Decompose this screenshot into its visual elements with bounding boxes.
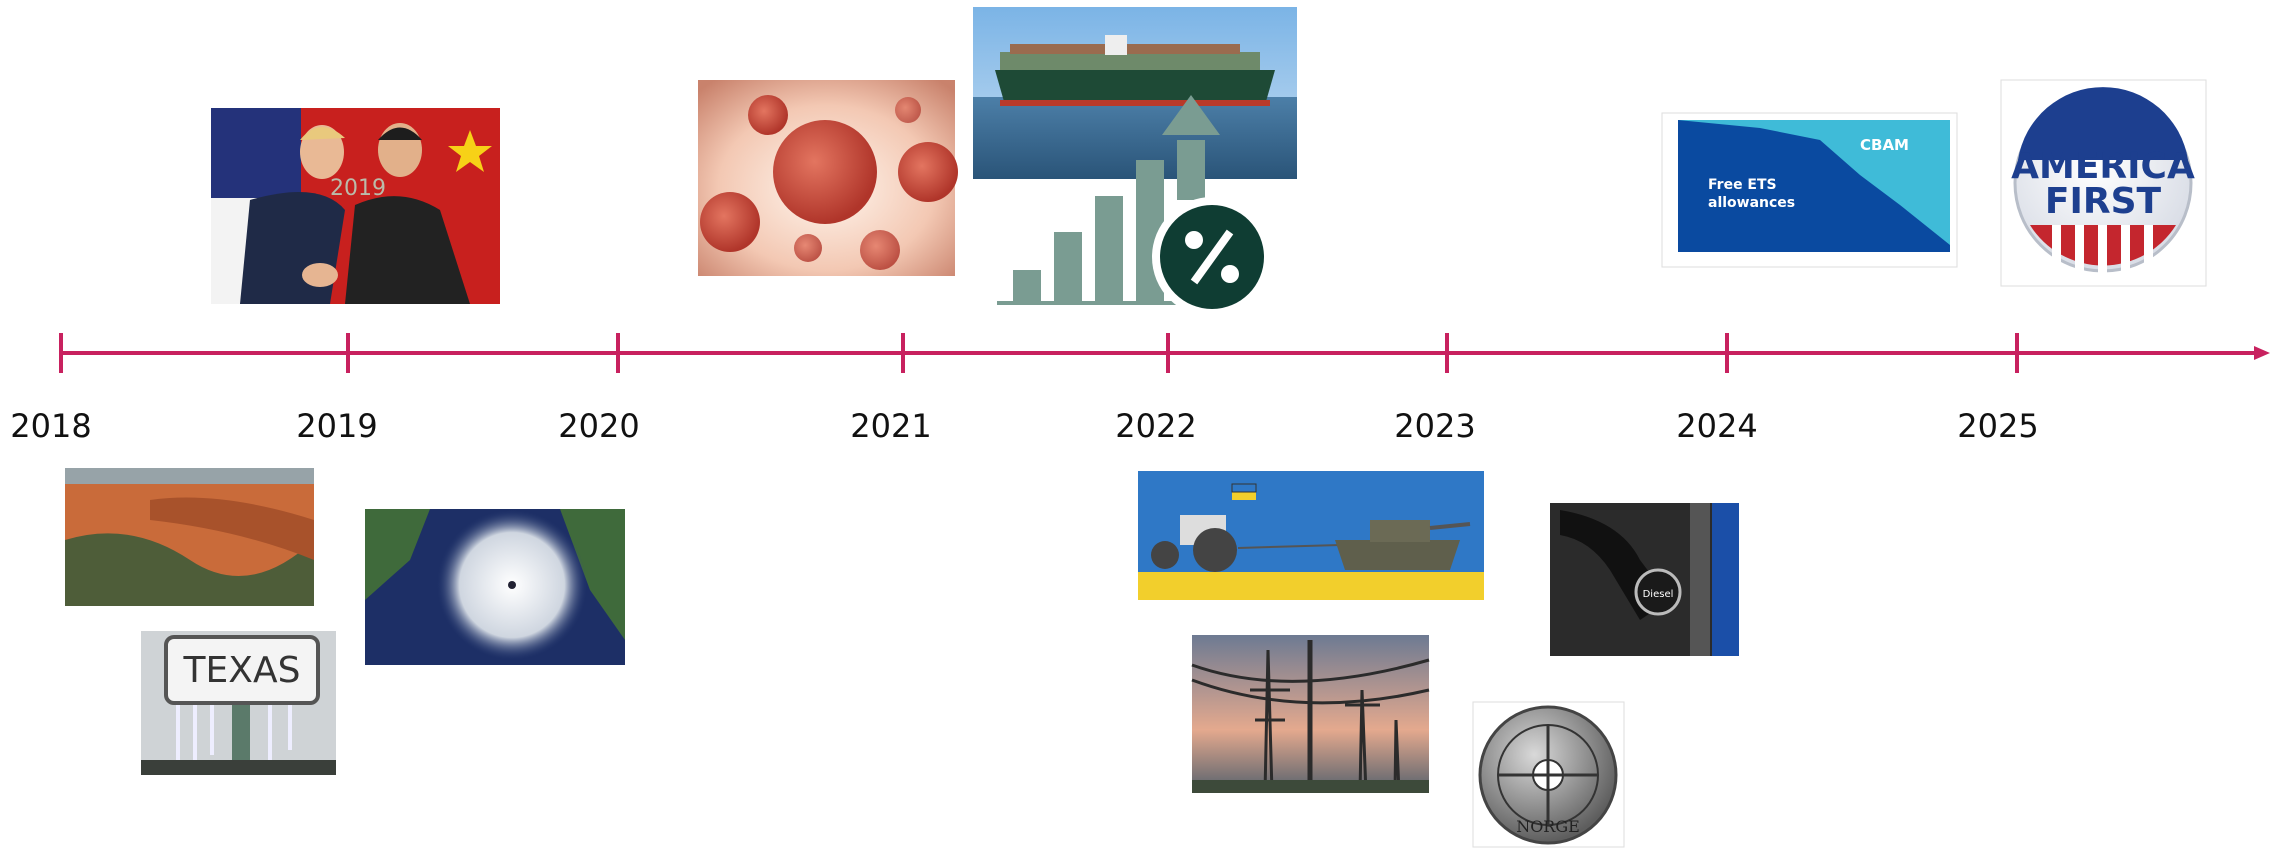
axis-arrow	[2254, 346, 2270, 360]
photo-ukraine	[1138, 471, 1484, 600]
button-text: FIRST	[2045, 181, 2162, 222]
pump-text: Diesel	[1643, 589, 1674, 600]
banner-text: 2019	[330, 176, 386, 201]
year-label: 2020	[558, 407, 639, 445]
year-label: 2023	[1394, 407, 1475, 445]
sign-text: TEXAS	[183, 650, 301, 691]
photo-america-first: AMERICA FIRST	[2001, 80, 2206, 286]
coin-text: NORGE	[1516, 817, 1580, 836]
year-label: 2019	[296, 407, 377, 445]
photo-texas-sign: TEXAS	[141, 631, 336, 775]
year-label: 2024	[1676, 407, 1757, 445]
photo-diesel-pump: Diesel	[1550, 503, 1739, 656]
chart-label: allowances	[1708, 195, 1795, 211]
photo-virus	[698, 80, 958, 276]
chart-cbam: CBAM Free ETS allowances	[1662, 113, 1957, 267]
chart-label: Free ETS	[1708, 177, 1777, 193]
timeline-slide: 2019	[0, 0, 2280, 851]
photo-forest	[65, 468, 314, 606]
chart-label: CBAM	[1860, 136, 1909, 154]
photo-summit: 2019	[211, 108, 500, 304]
year-label: 2021	[850, 407, 931, 445]
page: {"timeline": {"years": ["2018", "2019", …	[0, 0, 2280, 851]
year-label: 2018	[10, 407, 91, 445]
year-label: 2025	[1957, 407, 2038, 445]
timeline-axis: 2018 2019 2020 2021 2022 2023 2024 2025	[10, 333, 2270, 445]
photo-hurricane	[365, 509, 625, 665]
photo-power-lines	[1192, 635, 1429, 793]
year-label: 2022	[1115, 407, 1196, 445]
photo-coin: NORGE	[1473, 702, 1624, 847]
photo-ship	[973, 7, 1297, 179]
